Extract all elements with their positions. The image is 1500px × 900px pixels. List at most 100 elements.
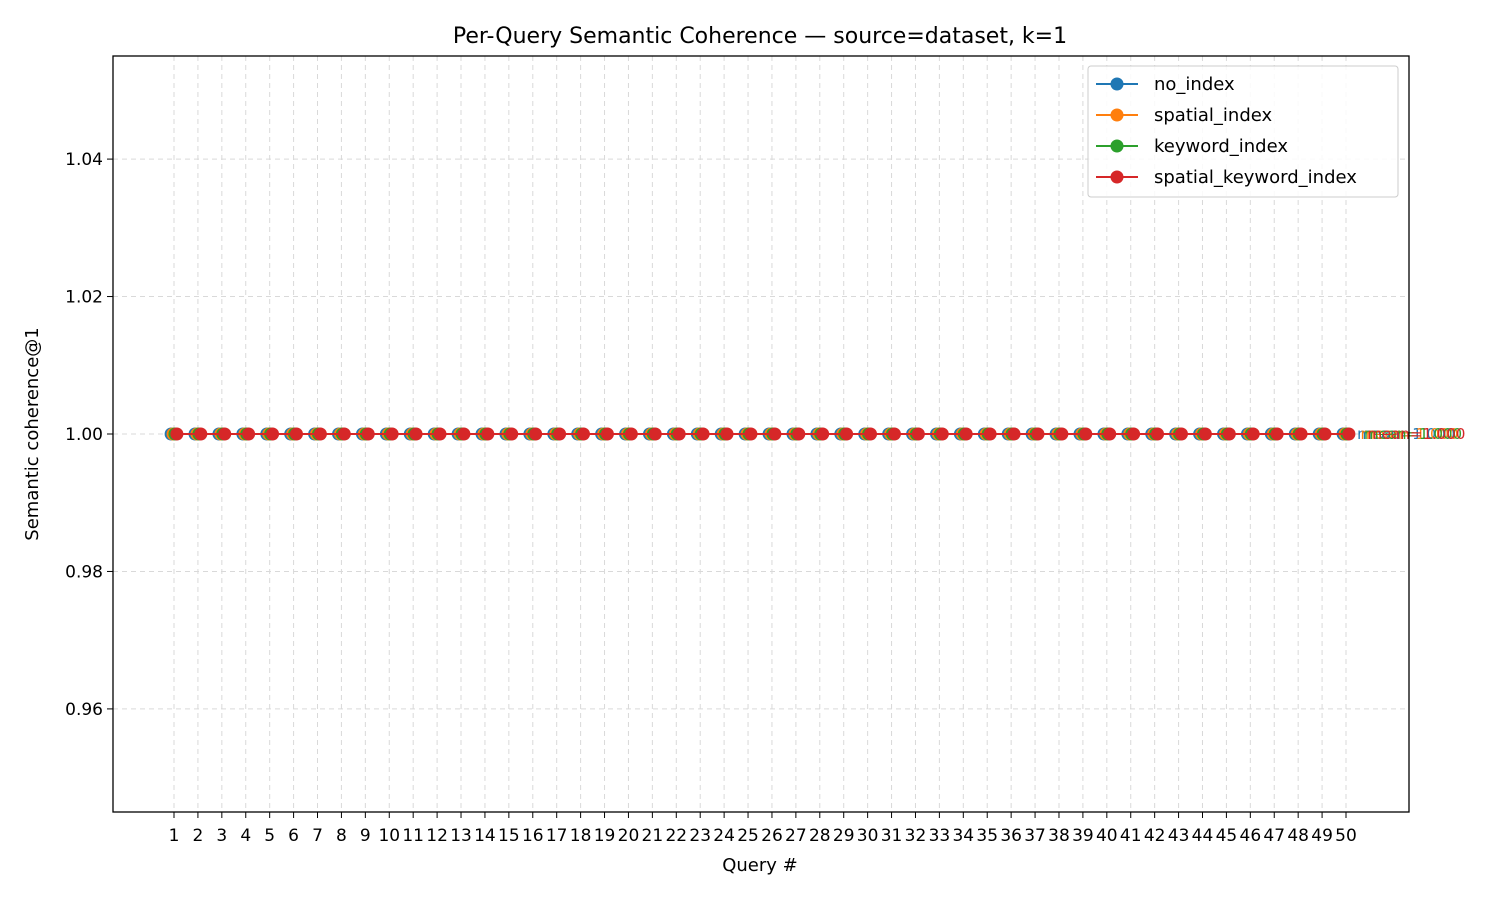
data-point xyxy=(1079,427,1093,441)
data-point xyxy=(218,427,232,441)
data-point xyxy=(1151,427,1165,441)
data-point xyxy=(1007,427,1021,441)
x-tick-label: 19 xyxy=(594,826,616,846)
x-tick-label: 11 xyxy=(402,826,424,846)
x-tick-label: 25 xyxy=(737,826,759,846)
data-point xyxy=(1318,427,1332,441)
data-point xyxy=(1055,427,1069,441)
data-point xyxy=(1342,427,1356,441)
data-point xyxy=(768,427,782,441)
data-point xyxy=(1246,427,1260,441)
y-tick-label: 0.96 xyxy=(65,700,103,720)
x-tick-label: 1 xyxy=(169,826,180,846)
x-tick-label: 8 xyxy=(336,826,347,846)
x-tick-label: 9 xyxy=(360,826,371,846)
x-tick-label: 2 xyxy=(193,826,204,846)
data-point xyxy=(1270,427,1284,441)
x-tick-label: 17 xyxy=(546,826,568,846)
mean-label: mean=1.000 xyxy=(1364,425,1462,443)
mean-label: mean=1.000 xyxy=(1367,425,1465,443)
chart-title: Per-Query Semantic Coherence — source=da… xyxy=(453,24,1067,49)
x-tick-label: 5 xyxy=(264,826,275,846)
x-tick-label: 26 xyxy=(761,826,783,846)
data-point xyxy=(983,427,997,441)
data-point xyxy=(553,427,567,441)
x-tick-label: 21 xyxy=(642,826,664,846)
data-point xyxy=(505,427,519,441)
x-tick-label: 48 xyxy=(1287,826,1309,846)
x-tick-label: 20 xyxy=(618,826,640,846)
data-point xyxy=(1103,427,1117,441)
x-tick-label: 46 xyxy=(1240,826,1262,846)
x-tick-label: 37 xyxy=(1024,826,1046,846)
data-point xyxy=(624,427,638,441)
legend-label: keyword_index xyxy=(1154,136,1288,157)
data-point xyxy=(648,427,662,441)
data-point xyxy=(935,427,949,441)
data-point xyxy=(1198,427,1212,441)
x-tick-label: 24 xyxy=(713,826,735,846)
data-point xyxy=(337,427,351,441)
x-tick-label: 16 xyxy=(522,826,544,846)
x-tick-label: 42 xyxy=(1144,826,1166,846)
legend-label: spatial_index xyxy=(1154,105,1273,126)
x-tick-label: 12 xyxy=(426,826,448,846)
x-tick-label: 34 xyxy=(952,826,974,846)
x-tick-label: 43 xyxy=(1168,826,1190,846)
x-tick-label: 50 xyxy=(1335,826,1357,846)
data-point xyxy=(481,427,495,441)
x-tick-label: 27 xyxy=(785,826,807,846)
x-tick-label: 13 xyxy=(450,826,472,846)
data-point xyxy=(911,427,925,441)
data-point xyxy=(720,427,734,441)
x-axis-label: Query # xyxy=(722,855,798,876)
data-point xyxy=(1127,427,1141,441)
x-tick-label: 29 xyxy=(833,826,855,846)
data-point xyxy=(266,427,280,441)
data-point xyxy=(840,427,854,441)
data-point xyxy=(457,427,471,441)
x-tick-label: 7 xyxy=(312,826,323,846)
x-tick-label: 3 xyxy=(216,826,227,846)
data-point xyxy=(1031,427,1045,441)
legend: no_index spatial_index keyword_indexspatia… xyxy=(1087,65,1399,198)
x-tick-label: 6 xyxy=(288,826,299,846)
data-point xyxy=(959,427,973,441)
x-tick-label: 30 xyxy=(857,826,879,846)
y-axis-label: Semantic coherence@1 xyxy=(22,327,43,540)
y-tick-label: 1.02 xyxy=(65,288,103,308)
series-spatial_keyword_index: mean=1.000 xyxy=(170,425,1465,443)
x-tick-label: 18 xyxy=(570,826,592,846)
data-point xyxy=(313,427,327,441)
data-point xyxy=(1222,427,1236,441)
x-axis: 1 2 3 4 5 6 7 8 9 10 11 12 13 14 15 16 17 18 19 20 21 22 23 24 2… xyxy=(169,812,1357,846)
mean-label: mean=1.000 xyxy=(1357,425,1455,443)
y-tick-label: 1.04 xyxy=(65,150,103,170)
data-point xyxy=(433,427,447,441)
legend-item: spatial_keyword_index xyxy=(1096,167,1357,188)
legend-swatch-marker xyxy=(1110,108,1124,122)
legend-label: spatial_keyword_index xyxy=(1154,167,1357,188)
legend-swatch-marker xyxy=(1110,170,1124,184)
x-tick-label: 49 xyxy=(1311,826,1333,846)
x-tick-label: 45 xyxy=(1216,826,1238,846)
legend-label: no_index xyxy=(1154,74,1235,95)
x-tick-label: 31 xyxy=(881,826,903,846)
x-tick-label: 32 xyxy=(905,826,927,846)
data-point xyxy=(1174,427,1188,441)
legend-item: no_index xyxy=(1096,74,1235,95)
x-tick-label: 33 xyxy=(929,826,951,846)
data-point xyxy=(672,427,686,441)
x-tick-label: 47 xyxy=(1263,826,1285,846)
legend-item: spatial_index xyxy=(1096,105,1273,126)
x-tick-label: 38 xyxy=(1048,826,1070,846)
y-tick-label: 1.00 xyxy=(65,425,103,445)
legend-swatch-marker xyxy=(1110,77,1124,91)
data-point xyxy=(194,427,208,441)
data-point xyxy=(600,427,614,441)
data-point xyxy=(289,427,303,441)
data-point xyxy=(816,427,830,441)
data-point xyxy=(409,427,423,441)
legend-item: keyword_index xyxy=(1096,136,1288,157)
